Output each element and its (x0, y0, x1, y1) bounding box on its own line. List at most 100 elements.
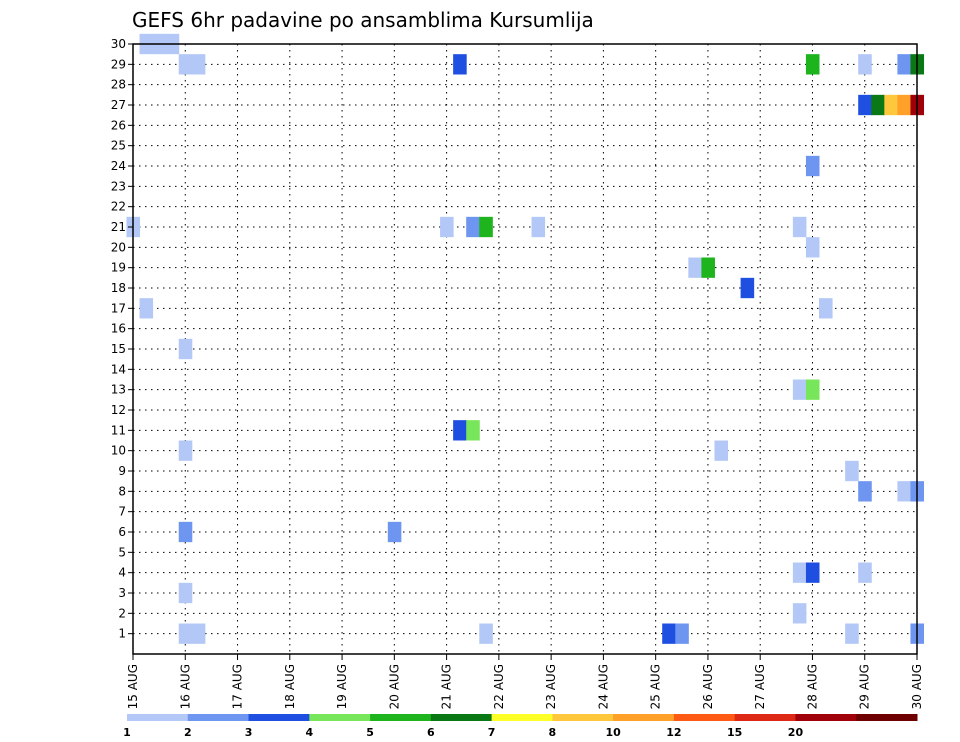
legend-label: 7 (488, 726, 496, 739)
x-tick-label: 17 AUG (231, 664, 245, 709)
legend-swatch (734, 714, 796, 721)
precip-cell (178, 521, 193, 543)
legend-swatch (187, 714, 250, 721)
legend-swatch (856, 714, 918, 721)
y-tick-label: 9 (118, 464, 126, 478)
legend-label: 15 (727, 726, 742, 739)
legend-swatch (127, 714, 189, 721)
legend-label: 20 (788, 726, 804, 739)
color-legend: 1 2 3 4 5 6 7 8 10 12 15 20 (123, 714, 918, 739)
precip-cell (845, 460, 859, 482)
precip-cell (178, 623, 193, 644)
legend-swatch (248, 714, 310, 721)
precip-cell (191, 54, 206, 75)
x-tick-labels: 15 AUG 16 AUG 17 AUG 18 AUG 19 AUG 20 AUG 21 A… (126, 654, 924, 709)
precip-cell (531, 216, 546, 238)
precip-cell (466, 216, 480, 238)
legend-label: 12 (666, 726, 681, 739)
legend-swatch (673, 714, 736, 721)
legend-swatch (552, 714, 614, 721)
y-tick-label: 20 (111, 240, 126, 254)
legend-swatch (613, 714, 675, 721)
precip-cell (819, 298, 833, 319)
y-tick-label: 6 (118, 525, 126, 539)
y-tick-label: 2 (118, 606, 126, 620)
y-tick-label: 21 (111, 220, 126, 234)
precip-cell (897, 481, 911, 502)
y-tick-label: 16 (111, 322, 126, 336)
precip-cell (662, 623, 676, 644)
precip-cell (387, 521, 402, 543)
y-tick-label: 19 (111, 261, 126, 275)
x-tick-label: 30 AUG (910, 664, 924, 709)
x-tick-label: 15 AUG (126, 664, 140, 709)
x-tick-label: 18 AUG (283, 664, 297, 709)
precip-cell (740, 277, 755, 299)
y-tick-label: 15 (111, 342, 126, 356)
x-tick-label: 26 AUG (701, 664, 715, 709)
legend-swatch (430, 714, 493, 721)
precip-cell (792, 562, 807, 583)
x-tick-label: 24 AUG (596, 664, 610, 709)
y-tick-label: 26 (111, 118, 126, 132)
precip-cell (805, 237, 820, 258)
x-tick-label: 23 AUG (544, 664, 558, 709)
y-tick-label: 10 (111, 444, 126, 458)
precip-cell (466, 420, 480, 441)
precip-cell (178, 440, 193, 461)
precip-cell (701, 257, 715, 278)
y-tick-label: 29 (111, 57, 126, 71)
precip-cell (714, 440, 729, 461)
precip-cell (858, 54, 872, 75)
legend-label: 1 (123, 726, 131, 739)
x-tick-label: 19 AUG (335, 664, 349, 709)
x-tick-label: 21 AUG (440, 664, 454, 709)
legend-swatch (491, 714, 553, 721)
y-tick-label: 18 (111, 281, 126, 295)
y-tick-label: 25 (111, 139, 126, 153)
precip-cell (845, 623, 859, 644)
legend-label: 2 (184, 726, 192, 739)
precip-cell (792, 216, 807, 238)
precip-cell (178, 582, 193, 604)
y-tick-label: 22 (111, 200, 126, 214)
precip-cell (871, 94, 885, 116)
precip-cell (884, 94, 898, 116)
y-tick-label: 3 (118, 586, 126, 600)
precip-cell (858, 94, 872, 116)
x-tick-label: 20 AUG (387, 664, 401, 709)
legend-label: 3 (245, 726, 253, 739)
precip-cell (178, 54, 193, 75)
precip-cell (792, 603, 807, 624)
legend-label: 5 (366, 726, 374, 739)
x-tick-label: 22 AUG (492, 664, 506, 709)
y-tick-label: 1 (118, 627, 126, 641)
y-tick-label: 30 (111, 37, 126, 51)
y-tick-label: 4 (118, 566, 126, 580)
legend-swatch (795, 714, 857, 721)
y-tick-label: 14 (111, 362, 126, 376)
precip-cell (897, 94, 911, 116)
precip-cell (805, 54, 820, 75)
precip-cell (805, 155, 820, 177)
y-tick-label: 17 (111, 301, 126, 315)
y-tick-label: 27 (111, 98, 126, 112)
legend-label: 6 (427, 726, 435, 739)
precip-cells (126, 33, 925, 644)
precip-cell (453, 420, 467, 441)
precip-cell (675, 623, 689, 644)
y-tick-label: 8 (118, 484, 126, 498)
y-tick-label: 28 (111, 78, 126, 92)
x-tick-label: 27 AUG (753, 664, 767, 709)
y-tick-label: 11 (111, 423, 126, 437)
precip-cell (178, 338, 193, 360)
precip-cell (792, 379, 807, 400)
y-tick-label: 5 (118, 545, 126, 559)
legend-label: 4 (305, 726, 313, 739)
precip-cell (858, 562, 872, 583)
chart-title: GEFS 6hr padavine po ansamblima Kursumli… (132, 8, 594, 32)
y-tick-labels: 1234567891011121314151617181920212223242… (111, 37, 133, 641)
precip-cell (858, 481, 872, 502)
precip-cell (139, 298, 154, 319)
